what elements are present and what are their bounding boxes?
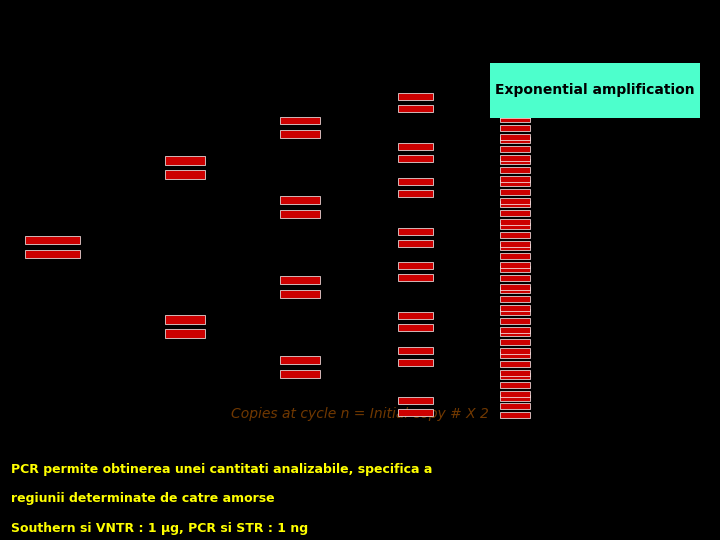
Text: 4th cycle: 4th cycle [490, 45, 538, 55]
Bar [490, 63, 700, 118]
Bar [500, 253, 530, 259]
Text: 16 copies: 16 copies [488, 441, 541, 451]
Bar [500, 198, 530, 204]
Bar [500, 361, 530, 367]
Bar [500, 266, 530, 272]
Bar [280, 290, 320, 298]
Text: regiunii determinate de catre amorse: regiunii determinate de catre amorse [11, 492, 274, 505]
Bar [500, 177, 530, 183]
Bar [397, 178, 433, 185]
Text: 2nd cycle: 2nd cycle [328, 163, 382, 172]
Bar [500, 391, 530, 397]
Bar [397, 228, 433, 234]
Text: (Andy Vierstraete 2001): (Andy Vierstraete 2001) [617, 446, 718, 454]
Text: Exponential amplification: Exponential amplification [495, 83, 695, 97]
Bar [500, 348, 530, 354]
Bar [280, 356, 320, 363]
Bar [165, 329, 205, 338]
Bar [500, 159, 530, 165]
Bar [500, 103, 530, 109]
Bar [500, 275, 530, 281]
Bar [397, 155, 433, 162]
Bar [500, 219, 530, 225]
Bar [500, 262, 530, 268]
Bar [500, 305, 530, 311]
Bar [280, 210, 320, 218]
Text: PCR permite obtinerea unei cantitati analizabile, specifica a: PCR permite obtinerea unei cantitati ana… [11, 463, 432, 476]
Bar [500, 189, 530, 195]
Bar [500, 167, 530, 173]
Bar [500, 232, 530, 238]
Bar [500, 241, 530, 247]
Bar [397, 274, 433, 281]
Bar [500, 284, 530, 289]
Bar [500, 137, 530, 143]
Bar [165, 315, 205, 325]
Bar [500, 382, 530, 388]
Bar [280, 369, 320, 377]
Bar [500, 211, 530, 217]
Bar [397, 359, 433, 366]
Bar [500, 82, 530, 87]
Bar [397, 409, 433, 416]
Bar [24, 250, 79, 258]
Bar [500, 201, 530, 207]
Bar [500, 125, 530, 131]
Text: template DNA: template DNA [17, 269, 86, 279]
Bar [397, 347, 433, 354]
Bar [280, 276, 320, 284]
Bar [280, 131, 320, 138]
Bar [397, 397, 433, 404]
Text: 35th cycle: 35th cycle [645, 242, 703, 252]
Bar [500, 94, 530, 100]
Bar [397, 93, 433, 100]
Text: Copies at cycle n = Initial copy # X 2: Copies at cycle n = Initial copy # X 2 [231, 408, 489, 421]
Bar [397, 325, 433, 331]
Bar [500, 91, 530, 97]
Bar [280, 196, 320, 204]
Bar [500, 373, 530, 379]
Text: 2 copies: 2 copies [162, 441, 208, 451]
Bar [500, 339, 530, 345]
Bar [500, 112, 530, 118]
Bar [397, 105, 433, 112]
Bar [500, 330, 530, 336]
Bar [500, 244, 530, 251]
Text: $2^2$ =: $2^2$ = [287, 420, 313, 437]
Bar [500, 116, 530, 122]
Text: 3th cycle: 3th cycle [437, 123, 485, 132]
Bar [500, 73, 530, 79]
Text: Southern si VNTR : 1 μg, PCR si STR : 1 ng: Southern si VNTR : 1 μg, PCR si STR : 1 … [11, 522, 308, 535]
Bar [280, 117, 320, 125]
Text: $2^1$ =: $2^1$ = [172, 420, 198, 437]
Bar [397, 312, 433, 319]
Bar [500, 146, 530, 152]
Bar [500, 296, 530, 302]
Bar [397, 240, 433, 247]
Bar [500, 352, 530, 357]
Bar [500, 318, 530, 323]
Bar [165, 156, 205, 165]
Bar [500, 369, 530, 375]
Bar [397, 143, 433, 150]
Bar [24, 236, 79, 244]
Bar [500, 287, 530, 293]
Bar [500, 309, 530, 315]
Bar [500, 395, 530, 401]
Text: 4 copies: 4 copies [277, 441, 323, 451]
Bar [500, 327, 530, 333]
Bar [397, 262, 433, 269]
Text: 8 copies: 8 copies [392, 441, 438, 451]
Bar [500, 133, 530, 139]
Bar [500, 180, 530, 186]
Bar [500, 403, 530, 409]
Bar [500, 413, 530, 418]
Bar [500, 155, 530, 161]
Text: $2^{35}$ = 34 billion copies: $2^{35}$ = 34 billion copies [521, 427, 639, 442]
Text: 1st cycle: 1st cycle [213, 242, 263, 252]
Bar [500, 223, 530, 229]
Bar [165, 170, 205, 179]
Bar [397, 190, 433, 197]
